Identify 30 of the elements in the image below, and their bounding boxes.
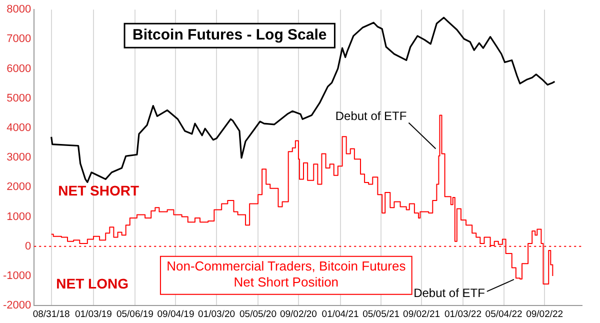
x-tick-label: 09/02/22	[526, 308, 564, 320]
x-tick-label: 08/31/18	[32, 308, 70, 320]
text: Non-Commercial Traders, Bitcoin Futures Net Short Position	[166, 258, 406, 290]
y-tick-label: -1000	[2, 270, 32, 282]
x-tick-label: 01/04/21	[322, 308, 359, 320]
y-tick-label: 0	[25, 240, 32, 252]
x-tick-label: 09/02/21	[403, 308, 440, 320]
y-tick-label: 8000	[6, 4, 32, 16]
x-tick-label: 05/05/20	[240, 308, 276, 320]
y-tick-label: 5000	[6, 92, 32, 104]
x-tick-label: 05/06/19	[116, 308, 154, 320]
annotation: Debut of ETF	[414, 286, 485, 300]
x-tick-label: 01/03/19	[74, 308, 112, 320]
text: Bitcoin Futures - Log Scale	[132, 26, 327, 44]
y-tick-label: -2000	[2, 300, 32, 312]
y-tick-label: 4000	[6, 122, 32, 134]
annotation: Debut of ETF	[335, 109, 407, 124]
y-tick-label: 7000	[6, 33, 32, 46]
x-tick-label: 05/04/22	[485, 308, 522, 320]
y-tick-label: 3000	[6, 152, 32, 164]
x-tick-label: 09/04/19	[157, 308, 194, 320]
x-tick-label: 01/03/22	[444, 308, 482, 320]
y-tick-label: 1000	[6, 210, 32, 223]
x-tick-label: 01/03/20	[198, 308, 236, 320]
annotation: NET SHORT	[58, 182, 140, 198]
x-tick-label: 09/02/20	[280, 308, 317, 320]
annotation: NET LONG	[56, 275, 129, 292]
y-tick-label: 2000	[6, 181, 32, 194]
y-tick-label: 6000	[6, 62, 32, 75]
x-tick-label: 05/05/21	[362, 308, 400, 320]
